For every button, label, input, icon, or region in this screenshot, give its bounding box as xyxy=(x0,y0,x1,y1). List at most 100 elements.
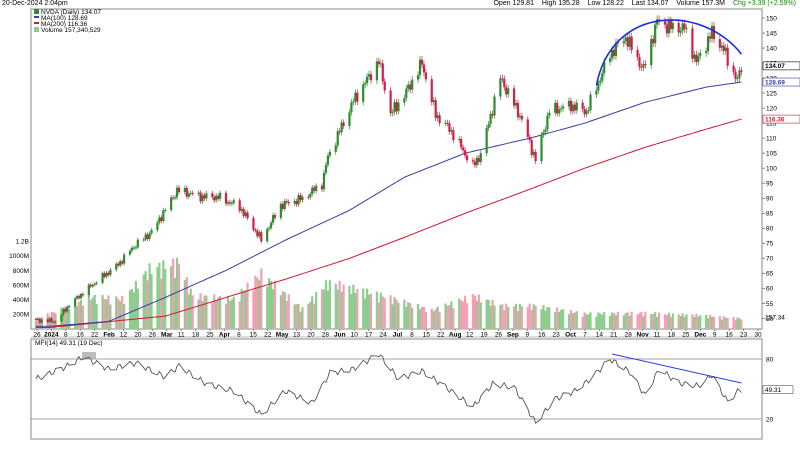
volume-bar xyxy=(462,301,465,329)
volume-bar xyxy=(556,307,559,329)
y-tick-label: 105 xyxy=(766,151,777,158)
candle-body xyxy=(348,112,351,126)
candle-body xyxy=(115,263,118,270)
x-tick-label: 28 xyxy=(322,332,330,339)
volume-bar xyxy=(348,285,351,329)
volume-bar xyxy=(712,316,716,329)
volume-bar xyxy=(326,290,330,329)
candle-body xyxy=(503,78,506,88)
candle-body xyxy=(597,82,600,91)
volume-bar xyxy=(518,303,522,329)
mfi-overbought-shade xyxy=(82,352,96,359)
x-tick-label: 22 xyxy=(264,332,272,339)
y-tick-label: 60 xyxy=(766,286,774,293)
volume-bar xyxy=(285,301,288,329)
candle-body xyxy=(226,202,230,204)
candle-body xyxy=(458,139,461,141)
candle-body xyxy=(366,76,369,84)
volume-bar xyxy=(128,290,132,329)
x-tick-label: 9 xyxy=(713,332,717,339)
x-tick-label: 25 xyxy=(206,332,214,339)
volume-bar xyxy=(587,314,590,329)
volume-bar xyxy=(95,304,98,329)
candle-body xyxy=(534,152,537,162)
candle-body xyxy=(79,294,83,299)
last-price-tag-box xyxy=(762,61,800,71)
volume-bar xyxy=(503,310,506,329)
volume-bar xyxy=(36,317,39,329)
candle-body xyxy=(642,63,645,68)
candle-body xyxy=(667,20,670,34)
candle-body xyxy=(36,318,39,320)
candle-body xyxy=(403,97,406,103)
volume-bar xyxy=(630,311,633,329)
x-tick-label: 8 xyxy=(64,332,68,339)
volume-bar xyxy=(450,301,453,329)
volume-bar xyxy=(710,316,714,329)
candle-body xyxy=(246,212,249,218)
candle-body xyxy=(354,92,357,102)
volume-bar xyxy=(197,299,200,329)
x-tick-label: 20 xyxy=(134,332,142,339)
volume-bar xyxy=(322,289,326,329)
last-price-tag: 134.07 xyxy=(765,63,785,70)
volume-bar xyxy=(458,298,461,329)
candle-body xyxy=(712,25,716,40)
candle-body xyxy=(256,230,259,237)
candle-body xyxy=(560,108,563,110)
candle-body xyxy=(491,113,494,116)
volume-bar xyxy=(589,312,592,329)
volume-bar xyxy=(691,314,694,329)
volume-bar xyxy=(644,311,647,329)
volume-bar xyxy=(575,311,578,329)
candle-body xyxy=(438,115,441,124)
volume-bar xyxy=(191,295,194,329)
candle-body xyxy=(571,104,574,112)
volume-bar xyxy=(156,267,159,329)
change-value: Chg +3.39 (+2.59%) xyxy=(732,0,796,7)
volume-bar xyxy=(599,313,602,329)
volume-bar xyxy=(460,300,463,329)
ma100-tag: 128.69 xyxy=(765,79,785,86)
volume-bar xyxy=(91,297,94,329)
x-tick-label: 26 xyxy=(33,332,41,339)
candle-body xyxy=(60,314,63,322)
candle-body xyxy=(487,124,490,128)
candle-body xyxy=(507,88,510,95)
candle-body xyxy=(622,41,625,44)
volume-bar xyxy=(232,296,235,329)
candle-body xyxy=(119,261,122,266)
volume-bar xyxy=(299,311,302,329)
volume-bar xyxy=(667,312,670,329)
quote-datetime: 20-Dec-2024 2:04pm xyxy=(2,0,68,7)
candle-body xyxy=(101,273,104,283)
volume-bar xyxy=(393,297,396,329)
volume-bar xyxy=(434,309,437,329)
candle-body xyxy=(379,63,382,65)
volume-bar xyxy=(203,295,206,329)
candle-body xyxy=(77,296,81,299)
candle-body xyxy=(68,306,71,308)
candle-body xyxy=(595,90,598,95)
candle-body xyxy=(301,196,304,201)
y-tick-label: 50 xyxy=(766,316,774,323)
volume-bar xyxy=(177,263,181,329)
candle-body xyxy=(734,71,737,79)
candle-body xyxy=(585,110,588,115)
volume-bar xyxy=(273,281,277,329)
candle-body xyxy=(356,92,359,102)
high-value: High 135.28 xyxy=(541,0,580,7)
volume-bar xyxy=(512,306,516,329)
volume-bar xyxy=(610,312,614,329)
candle-body xyxy=(175,187,179,198)
ma200-line xyxy=(35,118,742,328)
volume-bar xyxy=(738,318,741,329)
volume-bar xyxy=(726,318,729,329)
volume-bar xyxy=(324,280,328,329)
candle-body xyxy=(679,30,682,33)
y-tick-label: 140 xyxy=(766,45,777,52)
volume-bar xyxy=(336,289,339,329)
candle-body xyxy=(738,70,741,79)
candle-body xyxy=(123,254,126,264)
candle-body xyxy=(121,261,124,264)
